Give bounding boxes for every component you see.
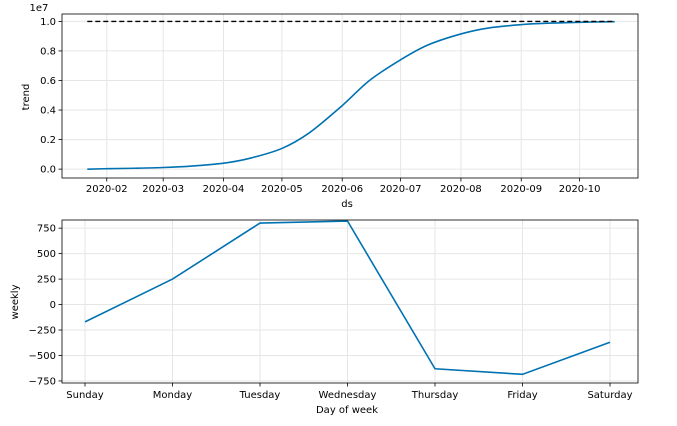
weekly-y-axis-label: weekly xyxy=(10,284,21,319)
trend-grid xyxy=(62,14,638,178)
weekly-series-layer xyxy=(84,220,611,376)
weekly-line xyxy=(84,220,611,376)
weekly-grid xyxy=(62,220,638,383)
weekly-x-tick-label: Monday xyxy=(153,390,193,401)
weekly-x-tick-label: Saturday xyxy=(587,390,632,401)
trend-ticks: 2020-02 2020-03 2020-04 2020-05 2020-06 2020-… xyxy=(40,17,600,195)
weekly-y-tick-label: −500 xyxy=(29,351,56,362)
trend-y-tick-label: 0.6 xyxy=(40,76,56,87)
trend-y-tick-label: 0.0 xyxy=(40,165,56,176)
weekly-panel: Sunday Monday Tuesday Wednesday Thursday Frid… xyxy=(10,219,639,416)
trend-y-tick-label: 0.2 xyxy=(40,135,56,146)
trend-x-tick-label: 2020-09 xyxy=(500,184,542,195)
weekly-y-tick-label: 0 xyxy=(50,300,56,311)
weekly-x-tick-label: Tuesday xyxy=(239,390,281,401)
trend-x-tick-label: 2020-04 xyxy=(203,184,245,195)
trend-x-axis-label: ds xyxy=(341,199,353,210)
weekly-plot-frame xyxy=(61,219,639,384)
weekly-y-tick-label: 250 xyxy=(37,275,56,286)
weekly-x-axis-label: Day of week xyxy=(316,405,378,416)
trend-x-tick-label: 2020-05 xyxy=(261,184,303,195)
trend-series-layer xyxy=(87,20,615,170)
trend-y-tick-label: 0.8 xyxy=(40,46,56,57)
weekly-x-tick-label: Friday xyxy=(507,390,537,401)
weekly-x-tick-label: Sunday xyxy=(66,390,103,401)
weekly-x-tick-label: Thursday xyxy=(411,390,459,401)
trend-x-tick-label: 2020-08 xyxy=(440,184,482,195)
trend-y-multiplier: 1e7 xyxy=(30,3,49,14)
trend-x-tick-label: 2020-10 xyxy=(559,184,601,195)
trend-y-tick-label: 1.0 xyxy=(40,17,56,28)
weekly-y-tick-label: 750 xyxy=(37,224,56,235)
trend-line xyxy=(87,20,615,170)
weekly-y-tick-label: 500 xyxy=(37,249,56,260)
trend-plot-frame xyxy=(61,13,639,179)
weekly-y-tick-label: −750 xyxy=(29,376,56,387)
trend-x-tick-label: 2020-03 xyxy=(142,184,184,195)
trend-x-tick-label: 2020-07 xyxy=(380,184,422,195)
weekly-y-tick-label: −250 xyxy=(29,326,56,337)
trend-y-axis-label: trend xyxy=(21,84,32,111)
trend-panel: 2020-02 2020-03 2020-04 2020-05 2020-06 2020-… xyxy=(21,3,639,210)
weekly-x-tick-label: Wednesday xyxy=(319,390,377,401)
trend-x-tick-label: 2020-02 xyxy=(86,184,128,195)
trend-x-tick-label: 2020-06 xyxy=(321,184,363,195)
weekly-ticks: Sunday Monday Tuesday Wednesday Thursday Frid… xyxy=(29,224,633,401)
trend-y-tick-label: 0.4 xyxy=(40,106,56,117)
